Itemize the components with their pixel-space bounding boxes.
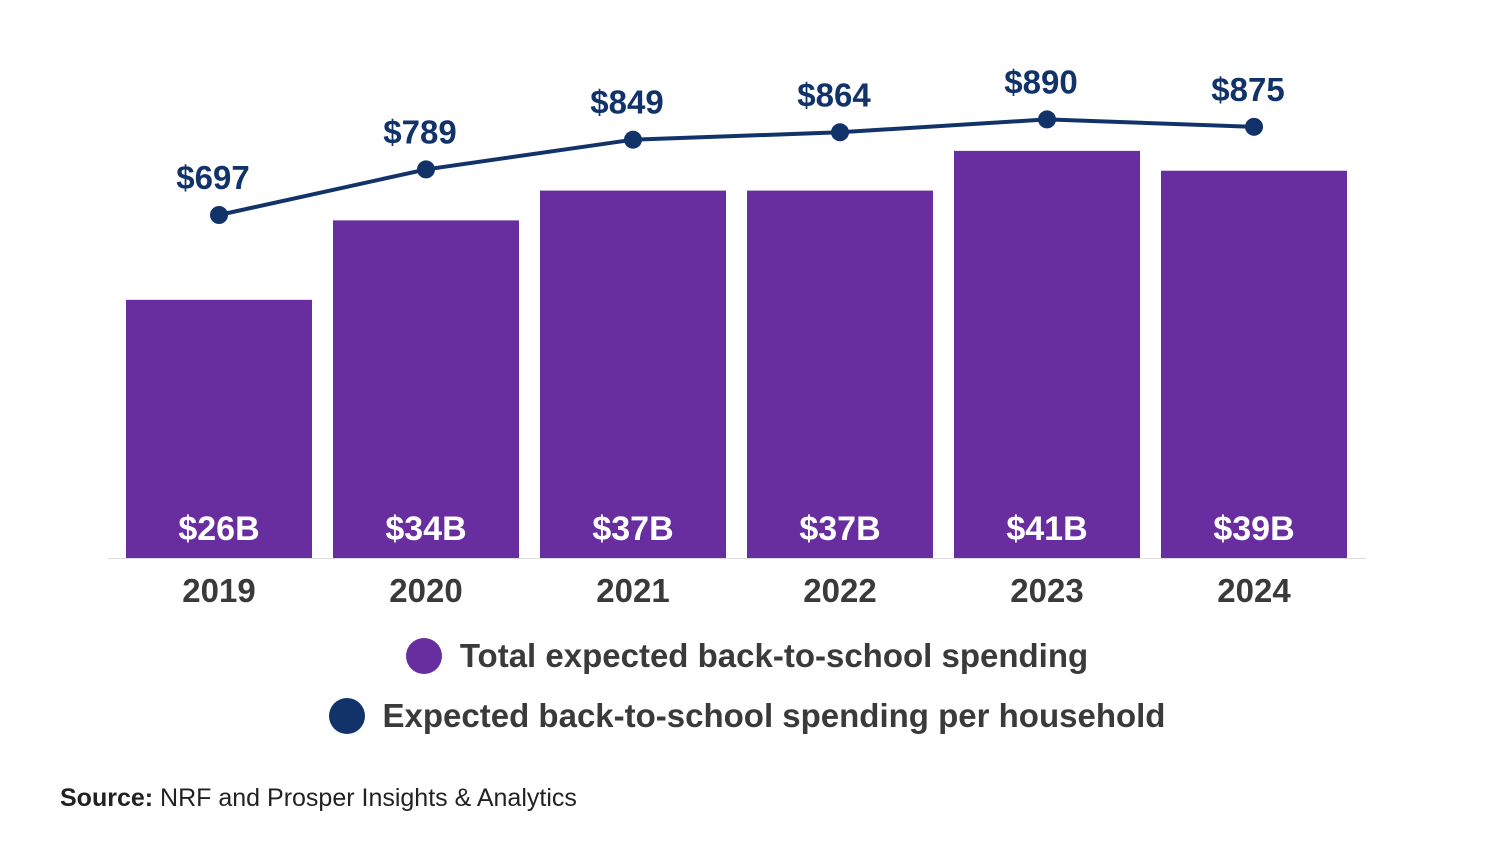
line-point-2021 — [624, 130, 642, 149]
line-point-2024 — [1245, 117, 1263, 136]
bar-label-2020: $34B — [385, 510, 466, 548]
source-label: Source: — [60, 784, 154, 812]
line-point-2019 — [210, 206, 228, 224]
source-text: NRF and Prosper Insights & Analytics — [153, 784, 577, 812]
bar-2023 — [954, 150, 1140, 558]
bar-label-2023: $41B — [1006, 510, 1087, 548]
line-point-2023 — [1038, 110, 1056, 129]
line-label-2021: $849 — [590, 84, 663, 121]
bar-2021 — [540, 190, 726, 558]
x-tick-2020: 2020 — [389, 572, 462, 609]
legend-label-total-spending: Total expected back-to-school spending — [459, 637, 1089, 674]
bar-label-2021: $37B — [592, 510, 673, 548]
source-note: Source: NRF and Prosper Insights & Analy… — [60, 784, 577, 813]
chart-legend: Total expected back-to-school spending E… — [0, 626, 1494, 746]
x-tick-2023: 2023 — [1010, 572, 1083, 609]
bar-2019 — [126, 299, 312, 558]
bar-2020 — [333, 220, 519, 558]
bar-label-2019: $26B — [178, 510, 259, 548]
legend-item-per-household: Expected back-to-school spending per hou… — [328, 686, 1166, 746]
bar-label-2024: $39B — [1213, 510, 1294, 548]
bar-2024 — [1161, 170, 1347, 559]
legend-swatch-line — [328, 698, 365, 734]
line-label-2022: $864 — [797, 76, 871, 113]
line-point-2022 — [831, 123, 849, 142]
legend-label-per-household: Expected back-to-school spending per hou… — [382, 697, 1166, 734]
chart-plot: $26B 2019 $34B 2020 $37B 2021 $37B 2022 $41B 2023… — [108, 63, 1366, 609]
line-label-2024: $875 — [1211, 71, 1284, 108]
x-tick-2022: 2022 — [803, 572, 876, 609]
legend-item-total-spending: Total expected back-to-school spending — [405, 626, 1089, 686]
x-tick-2021: 2021 — [596, 572, 669, 609]
line-label-2019: $697 — [176, 159, 249, 196]
line-per-household — [218, 117, 1255, 217]
bar-2022 — [747, 190, 933, 558]
x-tick-2024: 2024 — [1217, 572, 1291, 609]
bar-label-2022: $37B — [799, 510, 880, 548]
line-label-2020: $789 — [383, 113, 456, 150]
line-label-2023: $890 — [1004, 63, 1077, 100]
x-tick-2019: 2019 — [182, 572, 255, 609]
line-point-2020 — [417, 160, 435, 179]
legend-swatch-bar — [405, 638, 442, 674]
